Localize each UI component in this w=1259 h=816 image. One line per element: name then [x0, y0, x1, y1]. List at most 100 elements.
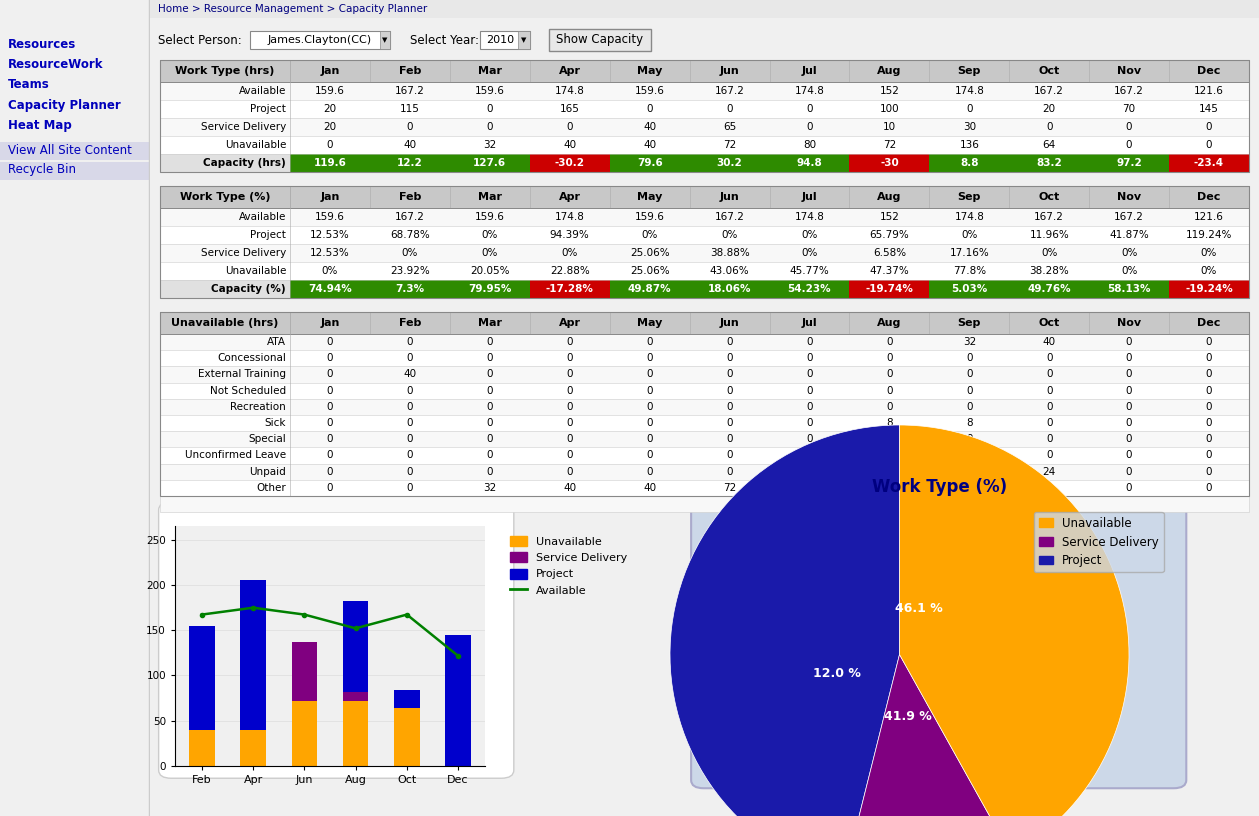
Bar	[160, 312, 1249, 496]
Bar	[160, 186, 1249, 208]
Text: 0: 0	[407, 402, 413, 412]
Text: 0: 0	[567, 337, 573, 347]
Text: Work Type (hrs): Work Type (hrs)	[175, 66, 274, 76]
Text: Unavailable: Unavailable	[224, 140, 286, 150]
Text: 0: 0	[567, 122, 573, 132]
Bar	[160, 480, 1249, 496]
Text: 79.95%: 79.95%	[468, 284, 511, 294]
Text: 70: 70	[1123, 104, 1136, 114]
Bar	[292, 701, 317, 766]
Text: 159.6: 159.6	[475, 212, 505, 222]
Bar	[189, 730, 215, 766]
Text: 8: 8	[966, 418, 973, 428]
Bar	[160, 154, 290, 172]
Text: Jan: Jan	[320, 318, 340, 328]
Text: 24: 24	[1042, 467, 1056, 477]
Text: 94.8: 94.8	[797, 158, 822, 168]
Text: 0: 0	[646, 386, 653, 396]
Text: 152: 152	[880, 212, 899, 222]
Bar	[609, 154, 690, 172]
Text: 0: 0	[806, 337, 813, 347]
Bar	[290, 280, 370, 298]
Bar	[160, 186, 1249, 208]
Text: 40: 40	[403, 140, 417, 150]
Text: 0: 0	[326, 402, 334, 412]
Text: 0: 0	[726, 370, 733, 379]
Bar	[292, 642, 317, 701]
Text: Service Delivery: Service Delivery	[200, 248, 286, 258]
Bar	[850, 280, 929, 298]
Text: Jun: Jun	[720, 318, 739, 328]
Text: 0: 0	[1206, 483, 1212, 493]
Wedge shape	[899, 425, 1129, 816]
Bar	[240, 580, 266, 730]
Text: 0: 0	[486, 434, 494, 444]
Text: Select Person:: Select Person:	[157, 33, 242, 47]
Bar	[1089, 154, 1170, 172]
Text: 0: 0	[646, 418, 653, 428]
Text: 32: 32	[483, 140, 496, 150]
Text: 0: 0	[1206, 467, 1212, 477]
Text: 0: 0	[407, 418, 413, 428]
Text: 40: 40	[643, 483, 656, 493]
Text: 80: 80	[803, 140, 816, 150]
Text: 0: 0	[966, 402, 972, 412]
Text: 0: 0	[567, 353, 573, 363]
Bar	[517, 31, 530, 49]
Text: 0%: 0%	[1201, 266, 1217, 276]
Text: 0%: 0%	[482, 248, 499, 258]
Bar	[160, 383, 1249, 399]
Text: 40: 40	[643, 122, 656, 132]
Bar	[290, 154, 370, 172]
Text: 0: 0	[966, 467, 972, 477]
Text: Oct: Oct	[1039, 192, 1060, 202]
Text: 0: 0	[726, 353, 733, 363]
Bar	[160, 60, 1249, 172]
Text: 0: 0	[646, 370, 653, 379]
Text: Aug: Aug	[878, 66, 901, 76]
Text: Sep: Sep	[958, 318, 981, 328]
Text: 58.13%: 58.13%	[1108, 284, 1151, 294]
Text: Nov: Nov	[1117, 66, 1141, 76]
Text: 0: 0	[806, 122, 813, 132]
Text: 41.9 %: 41.9 %	[884, 710, 932, 723]
Text: 0: 0	[326, 386, 334, 396]
Text: Feb: Feb	[399, 66, 421, 76]
Text: 0: 0	[326, 467, 334, 477]
Text: 0: 0	[886, 450, 893, 460]
Text: 45.77%: 45.77%	[789, 266, 830, 276]
Text: Mar: Mar	[478, 192, 502, 202]
Text: 0: 0	[646, 450, 653, 460]
Text: 12.53%: 12.53%	[310, 248, 350, 258]
Text: 0: 0	[886, 467, 893, 477]
Text: Heat Map: Heat Map	[8, 118, 72, 131]
Text: 6.58%: 6.58%	[872, 248, 906, 258]
Text: 0: 0	[567, 402, 573, 412]
Bar	[449, 154, 530, 172]
Text: 0: 0	[726, 337, 733, 347]
Text: Mar: Mar	[478, 318, 502, 328]
Text: 0%: 0%	[801, 230, 817, 240]
Text: 47.37%: 47.37%	[870, 266, 909, 276]
Text: 0: 0	[806, 434, 813, 444]
Text: 0: 0	[886, 337, 893, 347]
Text: 25.06%: 25.06%	[630, 266, 670, 276]
Bar	[160, 399, 1249, 415]
Text: Jul: Jul	[802, 192, 817, 202]
Text: Teams: Teams	[8, 78, 50, 91]
Text: 0: 0	[326, 353, 334, 363]
Bar	[394, 708, 419, 766]
Text: 0: 0	[486, 353, 494, 363]
Text: 20: 20	[1042, 104, 1056, 114]
Text: Recycle Bin: Recycle Bin	[8, 163, 76, 176]
Bar	[446, 635, 471, 766]
Text: 80: 80	[803, 483, 816, 493]
Bar	[160, 262, 1249, 280]
Text: 32: 32	[963, 337, 976, 347]
Text: 0: 0	[407, 450, 413, 460]
Text: Sick: Sick	[264, 418, 286, 428]
Text: 159.6: 159.6	[315, 86, 345, 96]
Text: 0: 0	[1046, 450, 1053, 460]
Text: Aug: Aug	[878, 318, 901, 328]
Text: May: May	[637, 66, 662, 76]
